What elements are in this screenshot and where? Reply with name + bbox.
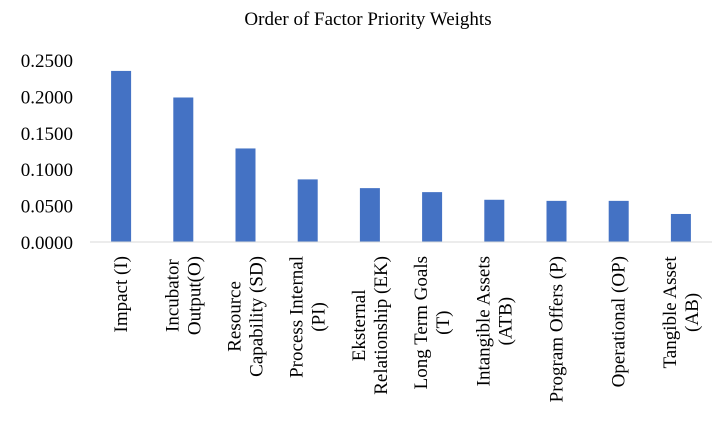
category-label-line: Capability (SD) [247,256,268,377]
bar [422,192,443,242]
y-tick-label: 0.0500 [21,197,73,218]
bar [297,179,318,242]
category-label-line: Operational (OP) [609,256,630,387]
category-label: Process Internal (PI) [287,256,330,378]
category-label-line: Process Internal [287,256,308,378]
chart-title: Order of Factor Priority Weights [244,9,491,30]
bar [235,148,256,242]
category-label: Long Term Goals (T) [411,256,454,389]
bars [111,70,691,242]
bar [608,200,629,242]
category-label-line: Impact (I) [111,256,132,332]
bar [173,97,194,242]
bar [670,213,691,242]
y-tick-label: 0.2000 [21,87,73,108]
category-label-line: (T) [433,311,454,335]
category-label: Resource Capability (SD) [225,256,268,377]
x-axis-labels: Impact (I) Incubator Output(O) Resource Capa… [111,256,703,403]
y-tick-label: 0.1000 [21,160,73,181]
category-label: Tangible Asset (AB) [660,256,703,369]
category-label-line: Program Offers (P) [547,256,568,402]
category-label-line: (AB) [682,293,703,332]
bar [359,188,380,242]
category-label-line: Incubator [162,259,183,332]
category-label-line: Eksternal [349,290,370,362]
y-tick-label: 0.0000 [21,233,73,254]
category-label-line: Long Term Goals [411,256,432,389]
category-label: Operational (OP) [609,256,630,387]
bar [484,199,505,242]
category-label-line: (ATB) [495,297,516,346]
bar [111,70,132,242]
category-label-line: Resource [225,281,246,352]
bar [546,200,567,242]
category-label-line: Relationship (EK) [371,256,392,395]
category-label: Program Offers (P) [547,256,568,402]
category-label-line: Output(O) [184,256,205,335]
category-label: Intangible Assets (ATB) [473,256,516,386]
category-label: Impact (I) [111,256,132,332]
category-label: Incubator Output(O) [162,256,205,335]
y-axis-ticks: 0.0000 0.0500 0.1000 0.1500 0.2000 0.2500 [21,51,73,254]
category-label-line: (PI) [309,302,330,332]
y-tick-label: 0.1500 [21,124,73,145]
category-label: Eksternal Relationship (EK) [349,256,392,395]
category-label-line: Tangible Asset [660,256,681,369]
y-tick-label: 0.2500 [21,51,73,72]
category-label-line: Intangible Assets [473,256,494,386]
